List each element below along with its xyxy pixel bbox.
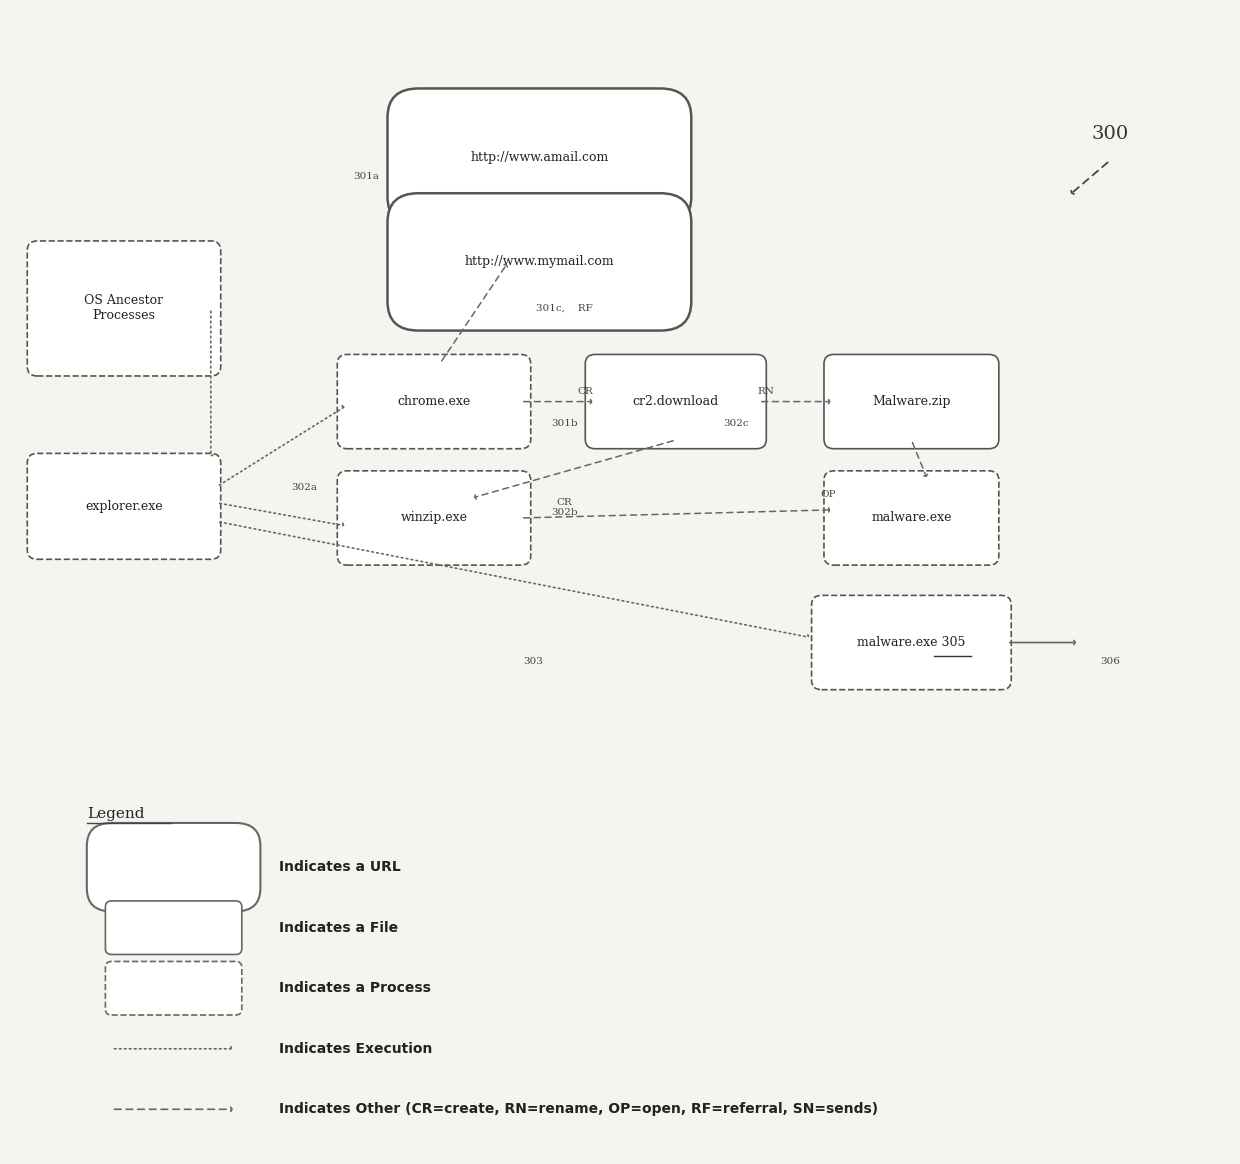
FancyBboxPatch shape — [823, 354, 999, 448]
Text: 302c: 302c — [724, 419, 749, 428]
FancyBboxPatch shape — [811, 595, 1011, 689]
Text: cr2.download: cr2.download — [632, 395, 719, 409]
Text: 302a: 302a — [291, 483, 316, 492]
Text: OS Ancestor
Processes: OS Ancestor Processes — [84, 294, 164, 322]
FancyBboxPatch shape — [27, 241, 221, 376]
Text: Malware.zip: Malware.zip — [872, 395, 951, 409]
FancyBboxPatch shape — [27, 454, 221, 560]
Text: 306: 306 — [1100, 656, 1120, 666]
Text: 303: 303 — [523, 656, 543, 666]
Text: RN: RN — [758, 386, 775, 396]
FancyBboxPatch shape — [585, 354, 766, 448]
Text: Indicates Other (CR=create, RN=rename, OP=open, RF=referral, SN=sends): Indicates Other (CR=create, RN=rename, O… — [279, 1102, 878, 1116]
Text: http://www.amail.com: http://www.amail.com — [470, 150, 609, 164]
Text: Indicates a Process: Indicates a Process — [279, 981, 430, 995]
Text: OP: OP — [821, 490, 836, 499]
Text: malware.exe 305: malware.exe 305 — [857, 636, 966, 650]
Text: 301b: 301b — [551, 419, 578, 428]
FancyBboxPatch shape — [337, 354, 531, 448]
FancyBboxPatch shape — [105, 901, 242, 954]
Text: 300: 300 — [1091, 125, 1128, 143]
Text: winzip.exe: winzip.exe — [401, 511, 467, 525]
FancyBboxPatch shape — [823, 470, 999, 565]
FancyBboxPatch shape — [337, 470, 531, 565]
FancyBboxPatch shape — [87, 823, 260, 911]
Text: CR
302b: CR 302b — [551, 498, 578, 517]
Text: CR: CR — [578, 386, 593, 396]
Text: explorer.exe: explorer.exe — [86, 499, 162, 513]
Text: Legend: Legend — [87, 807, 144, 821]
Text: Indicates Execution: Indicates Execution — [279, 1042, 433, 1056]
FancyBboxPatch shape — [387, 193, 692, 331]
FancyBboxPatch shape — [387, 88, 692, 226]
FancyBboxPatch shape — [105, 961, 242, 1015]
Text: http://www.mymail.com: http://www.mymail.com — [465, 255, 614, 269]
Text: 301c,    RF: 301c, RF — [536, 304, 593, 313]
Text: chrome.exe: chrome.exe — [397, 395, 471, 409]
Text: malware.exe: malware.exe — [872, 511, 951, 525]
Text: Indicates a URL: Indicates a URL — [279, 860, 401, 874]
Text: Indicates a File: Indicates a File — [279, 921, 398, 935]
Text: 301a: 301a — [353, 172, 378, 182]
